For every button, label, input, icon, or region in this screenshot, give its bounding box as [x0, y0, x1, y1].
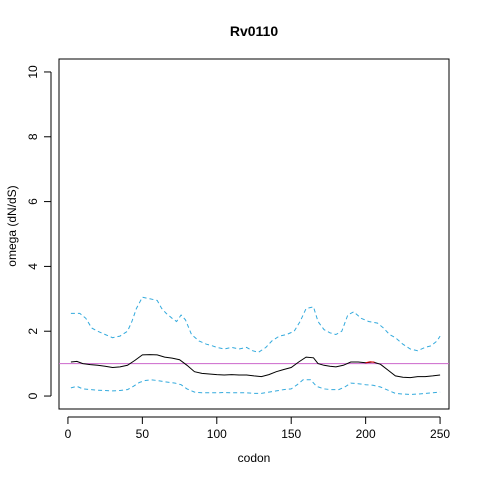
series-layer [70, 296, 441, 395]
x-tick-label-250: 250 [430, 427, 450, 441]
y-tick-label-10: 10 [26, 65, 40, 79]
x-tick-label-150: 150 [281, 427, 301, 441]
axes: 0 50 100 150 200 250 0 2 4 6 8 10 [26, 65, 450, 441]
y-tick-label-2: 2 [26, 328, 40, 335]
x-tick-label-100: 100 [207, 427, 227, 441]
x-tick-label-200: 200 [356, 427, 376, 441]
plot-box [58, 58, 450, 410]
plot-area [58, 58, 450, 410]
chart-title: Rv0110 [230, 23, 278, 39]
x-tick-label-0: 0 [65, 427, 72, 441]
series-line-upper [70, 296, 441, 353]
y-tick-label-4: 4 [26, 263, 40, 270]
y-tick-label-6: 6 [26, 198, 40, 205]
x-tick-label-50: 50 [136, 427, 150, 441]
y-axis-label: omega (dN/dS) [5, 185, 19, 266]
y-tick-label-0: 0 [26, 392, 40, 399]
series-line-lower [70, 379, 441, 395]
y-tick-label-8: 8 [26, 133, 40, 140]
series-line-highlight [365, 361, 375, 364]
series-line-mean [70, 354, 441, 379]
x-axis-label: codon [238, 451, 271, 465]
